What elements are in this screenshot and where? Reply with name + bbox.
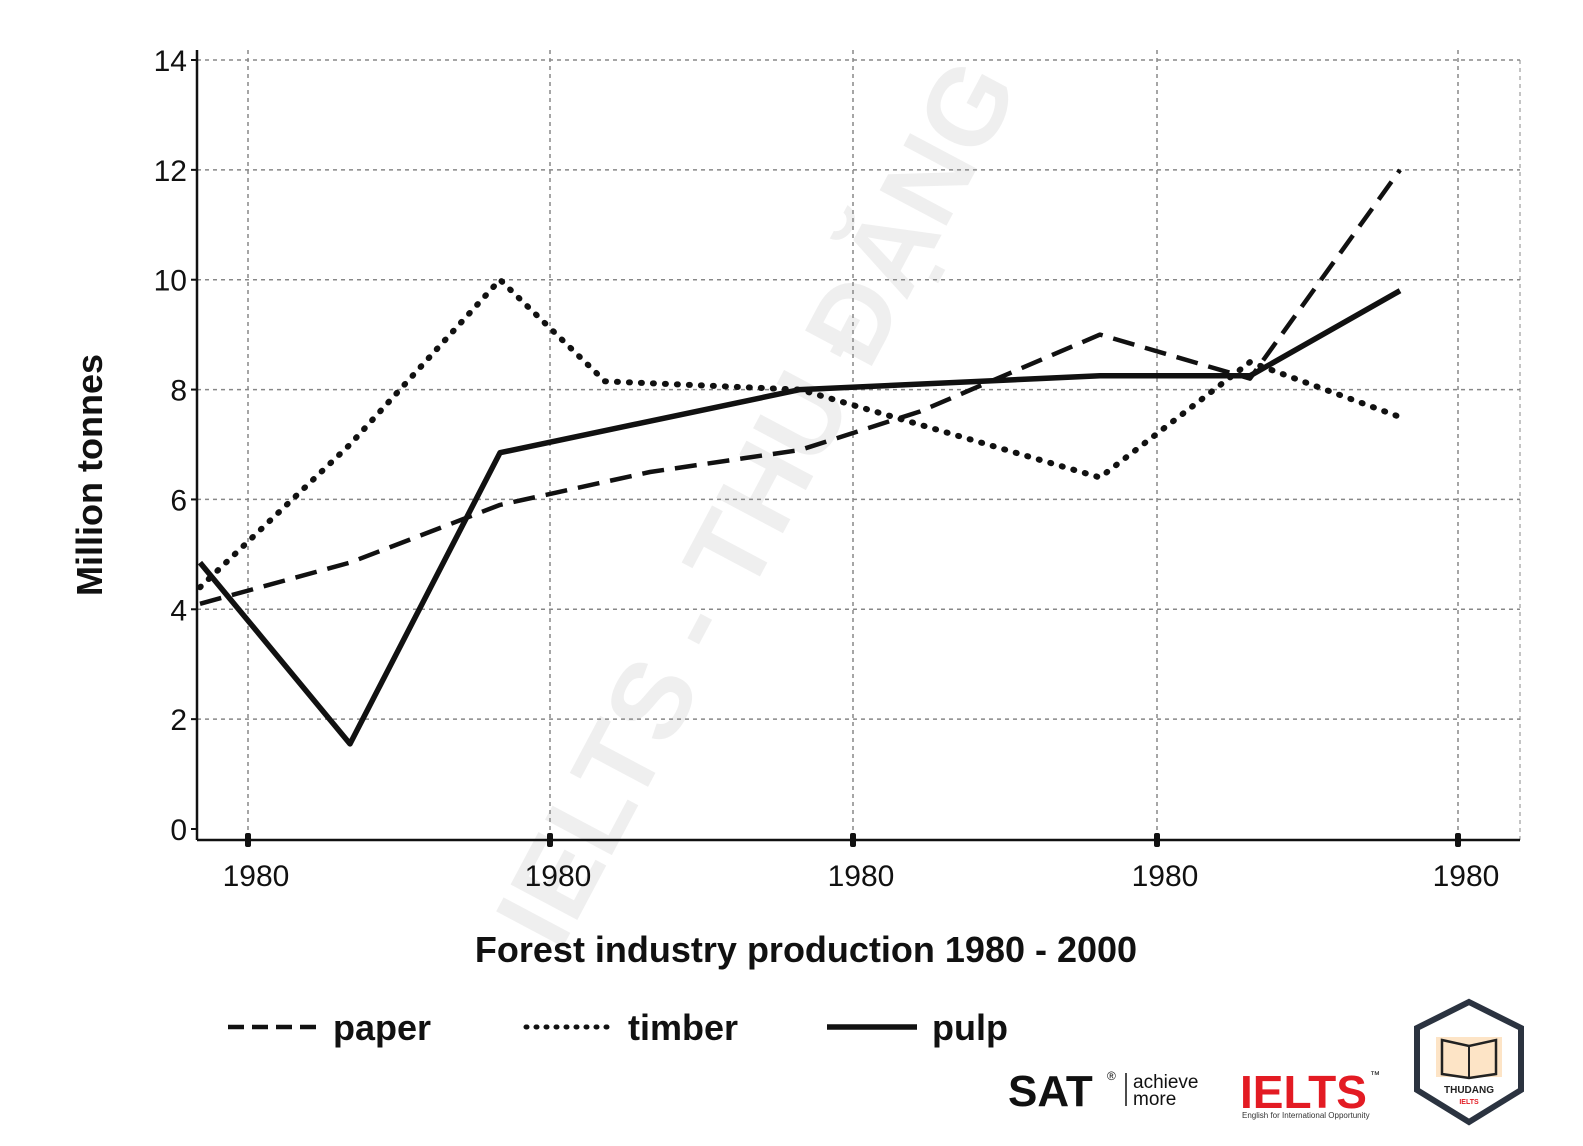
y-tick-label: 6 (170, 484, 187, 517)
sat-logo: SAT ® achieve more (1008, 1067, 1199, 1116)
thudang-badge: THUDANG IELTS (1414, 998, 1524, 1126)
ielts-logo-tm: ™ (1370, 1070, 1380, 1081)
sat-logo-tagline-2: more (1133, 1089, 1176, 1110)
legend-label-pulp: pulp (932, 1007, 1008, 1048)
legend: paper timber pulp (228, 1007, 1008, 1048)
axes (195, 50, 1520, 842)
y-tick-label: 4 (170, 594, 187, 627)
series-lines (197, 168, 1403, 747)
y-tick-label: 12 (154, 155, 187, 188)
chart-title: Forest industry production 1980 - 2000 (475, 929, 1137, 970)
legend-label-paper: paper (333, 1007, 431, 1048)
x-tick-label: 1980 (828, 860, 895, 893)
series-line-pulp (197, 288, 1402, 747)
badge-sub: IELTS (1459, 1099, 1479, 1106)
x-tick-label: 1980 (1433, 860, 1500, 893)
series-line-paper (199, 168, 1402, 606)
ielts-logo-tagline: English for International Opportunity (1242, 1111, 1370, 1120)
watermark: IELTS - THU ĐẶNG (472, 40, 1042, 965)
y-tick-label: 10 (154, 265, 187, 298)
badge-name: THUDANG (1444, 1085, 1494, 1096)
sat-logo-tagline-1: achieve (1133, 1072, 1199, 1093)
y-tick-label: 8 (170, 375, 187, 408)
y-tick-labels: 0 2 4 6 8 10 12 14 (154, 45, 187, 847)
ielts-logo-text: IELTS (1240, 1066, 1367, 1118)
legend-label-timber: timber (628, 1007, 738, 1048)
y-tick-label: 2 (170, 704, 187, 737)
sat-logo-text: SAT (1008, 1067, 1093, 1116)
x-tick-labels: 1980 1980 1980 1980 1980 (223, 860, 1500, 893)
grid (191, 50, 1521, 847)
x-tick-label: 1980 (223, 860, 290, 893)
y-tick-label: 0 (170, 814, 187, 847)
x-tick-label: 1980 (1132, 860, 1199, 893)
ielts-logo: IELTS ™ English for International Opport… (1240, 1066, 1380, 1120)
sat-logo-reg: ® (1107, 1069, 1116, 1083)
x-tick-label: 1980 (525, 860, 592, 893)
y-axis-title: Million tonnes (69, 354, 110, 596)
y-tick-label: 14 (154, 45, 187, 78)
